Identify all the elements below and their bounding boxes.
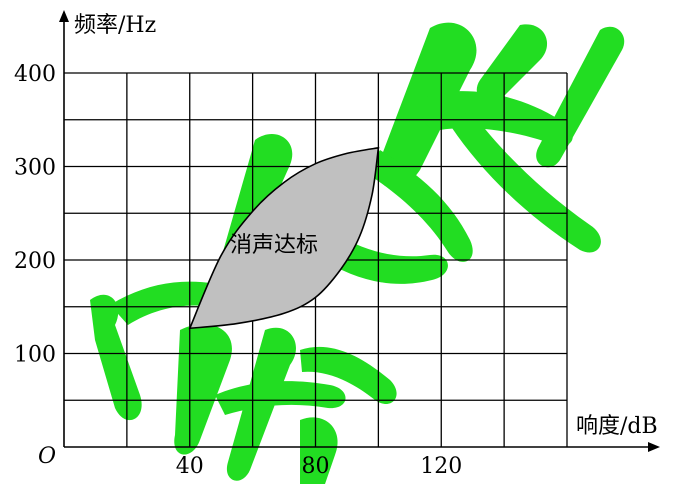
y-tick-labels: 100 200 300 400: [14, 62, 56, 368]
y-tick-label: 100: [14, 343, 56, 368]
y-axis-arrow: [59, 10, 69, 22]
x-axis-label: 响度/dB: [576, 414, 658, 439]
y-axis-label: 频率/Hz: [74, 13, 156, 38]
x-tick-label: 40: [176, 454, 204, 479]
origin-label: O: [38, 444, 56, 469]
y-tick-label: 400: [14, 62, 56, 87]
x-tick-labels: 40 80 120: [176, 454, 463, 479]
region-shape: [188, 146, 380, 330]
watermark-logo: [90, 22, 625, 484]
y-tick-label: 300: [14, 156, 56, 181]
x-tick-label: 120: [420, 454, 462, 479]
x-tick-label: 80: [302, 454, 330, 479]
chart-axes: [59, 10, 660, 452]
y-tick-label: 200: [14, 249, 56, 274]
region-label: 消声达标: [230, 233, 318, 258]
x-axis-arrow: [648, 442, 660, 452]
